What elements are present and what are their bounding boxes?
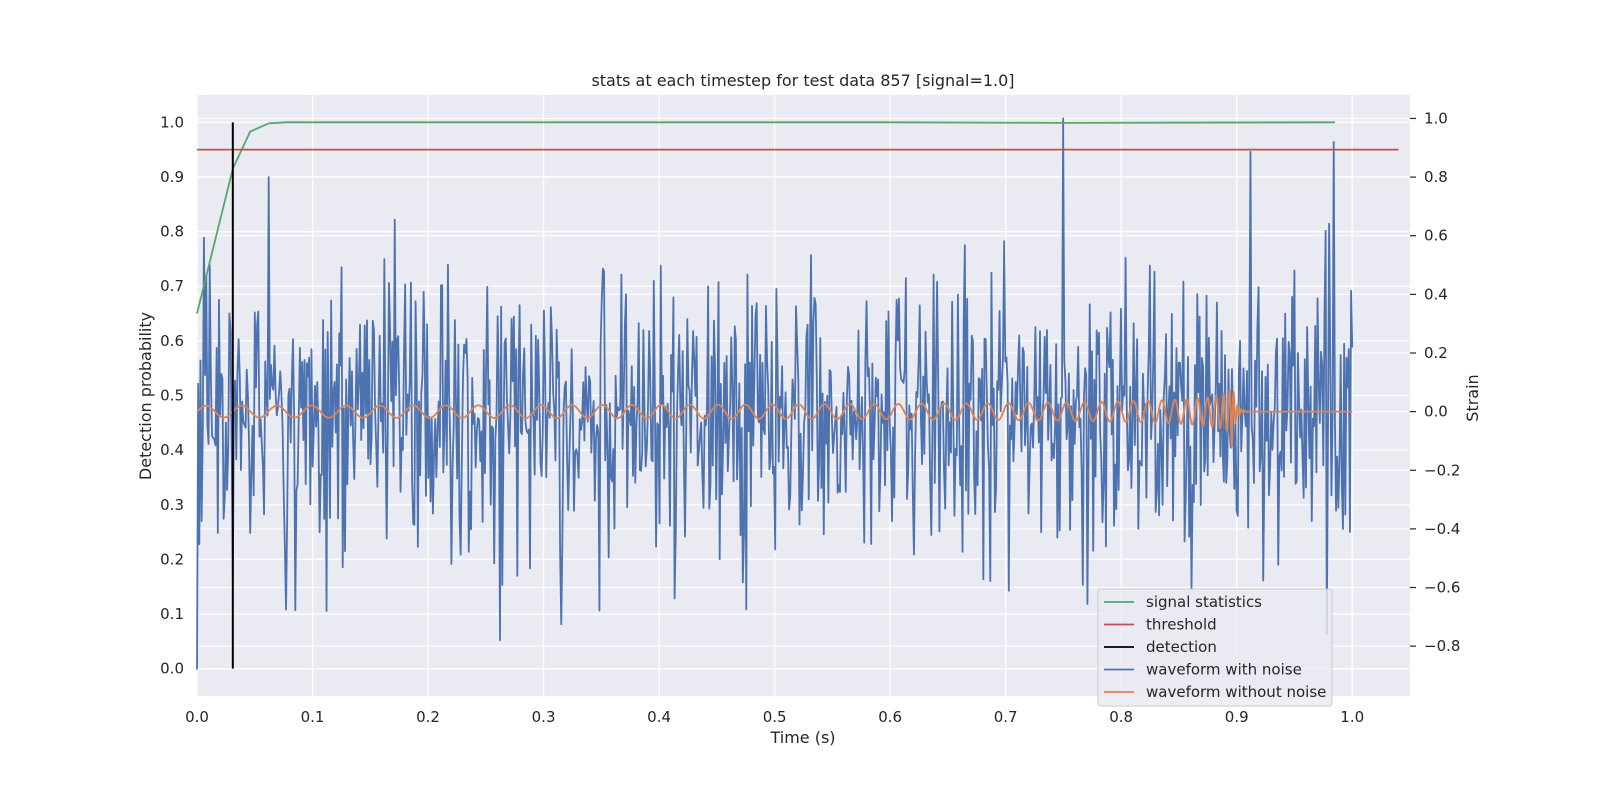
series-layer (196, 117, 1399, 670)
x-tick-label: 0.4 (647, 708, 671, 726)
y-tick-label-right: 0.6 (1424, 227, 1448, 245)
y-axis-label-right: Strain (1463, 374, 1482, 421)
y-tick-label-right: 0.4 (1424, 285, 1448, 303)
series-line-waveform-with-noise (196, 117, 1354, 670)
legend-label: waveform without noise (1146, 683, 1326, 701)
y-tick-label-left: 0.1 (160, 605, 184, 623)
y-tick-label-left: 0.2 (160, 550, 184, 568)
legend-label: waveform with noise (1146, 661, 1302, 679)
x-tick-label: 1.0 (1340, 708, 1364, 726)
y-tick-label-left: 1.0 (160, 113, 184, 131)
x-tick-label: 0.7 (994, 708, 1018, 726)
x-axis-label: Time (s) (769, 728, 835, 747)
y-tick-label-right: −0.8 (1424, 637, 1460, 655)
legend-label: threshold (1146, 616, 1217, 634)
y-tick-label-right: 0.2 (1424, 344, 1448, 362)
x-tick-label: 0.3 (532, 708, 556, 726)
y-axis-label-left: Detection probability (136, 312, 155, 480)
legend-label: detection (1146, 638, 1217, 656)
x-tick-label: 0.2 (416, 708, 440, 726)
x-tick-label: 0.1 (301, 708, 325, 726)
x-tick-label: 0.8 (1109, 708, 1133, 726)
y-tick-label-left: 0.3 (160, 496, 184, 514)
legend-label: signal statistics (1146, 593, 1262, 611)
y-tick-label-right: −0.6 (1424, 579, 1460, 597)
y-tick-label-right: 0.0 (1424, 403, 1448, 421)
x-tick-label: 0.9 (1225, 708, 1249, 726)
y-tick-label-left: 0.5 (160, 387, 184, 405)
y-tick-label-right: −0.2 (1424, 461, 1460, 479)
chart-title: stats at each timestep for test data 857… (591, 71, 1014, 90)
y-tick-label-left: 0.8 (160, 223, 184, 241)
y-tick-label-right: −0.4 (1424, 520, 1460, 538)
x-tick-label: 0.6 (878, 708, 902, 726)
y-tick-label-left: 0.0 (160, 660, 184, 678)
x-tick-label: 0.5 (763, 708, 787, 726)
y-tick-label-left: 0.6 (160, 332, 184, 350)
ticks: 0.0 0.1 0.2 0.3 0.4 0.5 0.6 0.7 0.8 0.9 1.0 0.0 0.1 0… (160, 109, 1460, 726)
y-tick-label-right: 0.8 (1424, 168, 1448, 186)
legend: signal statistics threshold detection wavef… (1097, 588, 1333, 707)
legend-box (1097, 588, 1333, 707)
y-tick-label-left: 0.7 (160, 277, 184, 295)
y-tick-label-left: 0.9 (160, 168, 184, 186)
y-tick-label-left: 0.4 (160, 441, 184, 459)
y-tick-label-right: 1.0 (1424, 109, 1448, 127)
x-tick-label: 0.0 (185, 708, 209, 726)
series-line-waveform-without-noise (196, 389, 1353, 448)
